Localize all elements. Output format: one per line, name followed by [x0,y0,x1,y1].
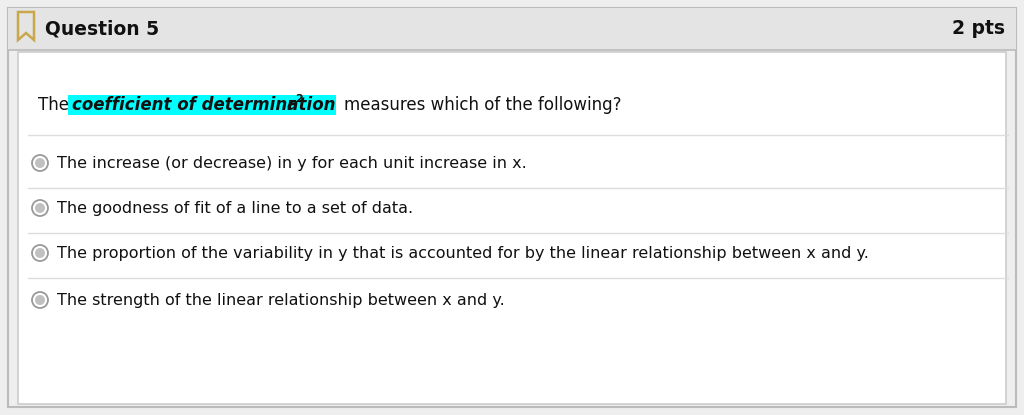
Text: coefficient of determination: coefficient of determination [72,96,341,114]
Text: Question 5: Question 5 [45,20,159,39]
Circle shape [35,248,45,258]
Text: The increase (or decrease) in y for each unit increase in x.: The increase (or decrease) in y for each… [57,156,526,171]
Text: 2: 2 [295,94,303,104]
FancyBboxPatch shape [68,95,336,115]
Circle shape [35,203,45,213]
Circle shape [32,155,48,171]
FancyBboxPatch shape [8,8,1016,407]
Circle shape [32,245,48,261]
Text: measures which of the following?: measures which of the following? [344,96,622,114]
FancyBboxPatch shape [8,8,1016,50]
Text: The proportion of the variability in y that is accounted for by the linear relat: The proportion of the variability in y t… [57,246,869,261]
Text: The: The [38,96,75,114]
FancyBboxPatch shape [18,52,1006,404]
Text: The goodness of fit of a line to a set of data.: The goodness of fit of a line to a set o… [57,200,413,215]
Circle shape [32,292,48,308]
Text: The strength of the linear relationship between x and y.: The strength of the linear relationship … [57,293,505,308]
Text: 2 pts: 2 pts [952,20,1005,39]
Circle shape [35,158,45,168]
Circle shape [35,295,45,305]
Circle shape [32,200,48,216]
Text: r: r [286,96,294,114]
